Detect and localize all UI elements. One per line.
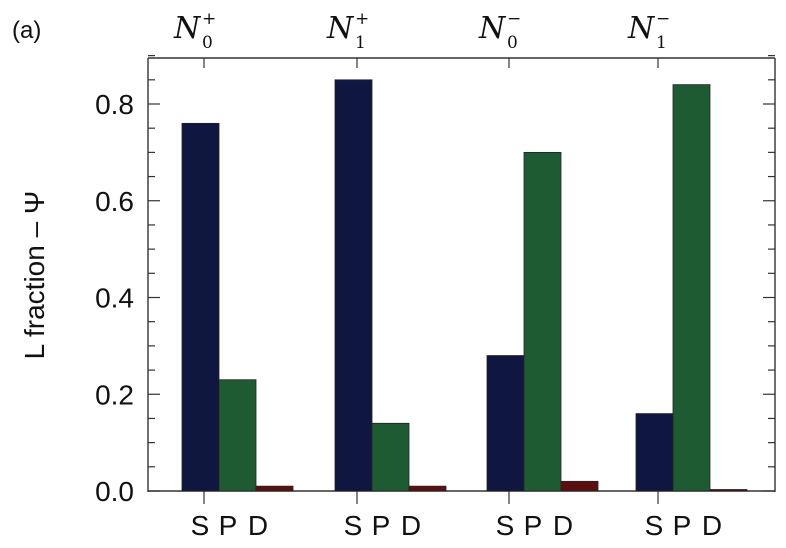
bar-s	[334, 79, 373, 492]
group-superscript: −	[507, 9, 521, 29]
y-tick-label: 0.0	[95, 476, 134, 507]
group-subscript: 1	[656, 33, 667, 53]
group-superscript: +	[202, 9, 216, 29]
group-subscript: 1	[355, 33, 366, 53]
category-label: D	[401, 510, 421, 541]
category-label: P	[219, 510, 238, 541]
category-label: S	[191, 510, 210, 541]
y-axis-label: L fraction – Ψ	[19, 191, 50, 360]
group-superscript: −	[656, 9, 670, 29]
bar-p	[672, 84, 711, 492]
group-symbol: N	[478, 11, 507, 46]
category-label: P	[524, 510, 543, 541]
group-superscript: +	[355, 9, 369, 29]
bar-d	[255, 485, 294, 492]
y-tick-label: 0.6	[95, 186, 134, 217]
bar-s	[486, 355, 525, 492]
group-subscript: 0	[202, 33, 213, 53]
bar-p	[371, 422, 410, 492]
bar-d	[408, 485, 447, 492]
y-tick-label: 0.2	[95, 379, 134, 410]
group-subscript: 0	[507, 33, 518, 53]
group-symbol: N	[173, 11, 202, 46]
bar-s	[635, 413, 674, 492]
panel-label: (a)	[12, 17, 41, 44]
category-label: P	[673, 510, 692, 541]
group-symbol: N	[627, 11, 656, 46]
category-label: D	[553, 510, 573, 541]
category-label: D	[248, 510, 268, 541]
y-tick-label: 0.8	[95, 89, 134, 120]
bar-d	[709, 489, 748, 492]
bars	[181, 79, 748, 492]
category-label: D	[702, 510, 722, 541]
labels: 0.00.20.40.60.8S P DN +0S P DN +1S P DN −0S P DN −1	[95, 9, 722, 541]
category-label: P	[372, 510, 391, 541]
category-label: S	[496, 510, 515, 541]
category-label: S	[344, 510, 363, 541]
group-symbol: N	[326, 11, 355, 46]
bar-d	[560, 480, 599, 492]
bar-p	[523, 151, 562, 492]
bar-s	[181, 122, 220, 492]
category-label: S	[645, 510, 664, 541]
y-tick-label: 0.4	[95, 283, 134, 314]
bar-p	[218, 379, 257, 492]
